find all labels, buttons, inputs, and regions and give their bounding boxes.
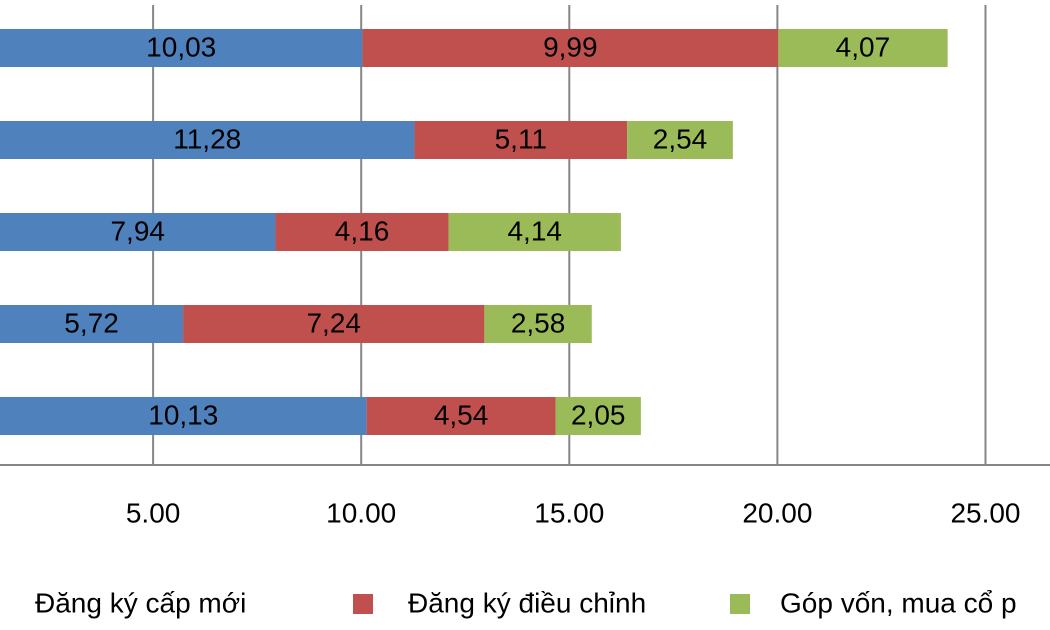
legend-marker bbox=[353, 594, 373, 614]
data-label: 2,58 bbox=[511, 307, 566, 338]
bar-segment bbox=[183, 305, 485, 343]
bar-segment bbox=[627, 121, 733, 159]
bar-segment bbox=[484, 305, 592, 343]
bar-segment bbox=[366, 397, 556, 435]
bar-segment bbox=[0, 121, 415, 159]
x-tick-label: 10.00 bbox=[326, 497, 396, 528]
bar-segment bbox=[0, 213, 276, 251]
legend-label: Đăng ký cấp mới bbox=[35, 587, 246, 618]
x-tick-label: 15.00 bbox=[534, 497, 604, 528]
data-label: 11,28 bbox=[173, 123, 241, 154]
data-label: 5,72 bbox=[64, 307, 119, 338]
data-label: 4,54 bbox=[434, 399, 489, 430]
data-label: 9,99 bbox=[543, 31, 598, 62]
data-label: 4,14 bbox=[507, 215, 562, 246]
legend-label: Đăng ký điều chỉnh bbox=[408, 587, 646, 618]
bar-segment bbox=[0, 29, 363, 67]
data-label: 2,54 bbox=[653, 123, 708, 154]
bar-segment bbox=[362, 29, 779, 67]
data-label: 2,05 bbox=[571, 399, 626, 430]
bar-segment bbox=[448, 213, 621, 251]
data-label: 10,03 bbox=[146, 31, 216, 62]
bar-segment bbox=[555, 397, 641, 435]
data-label: 10,13 bbox=[148, 399, 218, 430]
bar-segment bbox=[275, 213, 449, 251]
data-label: 4,07 bbox=[836, 31, 891, 62]
bar-segment bbox=[414, 121, 628, 159]
bar-segment bbox=[778, 29, 948, 67]
legend-marker bbox=[730, 594, 750, 614]
legend-label: Góp vốn, mua cổ p bbox=[780, 587, 1017, 618]
x-tick-label: 5.00 bbox=[126, 497, 181, 528]
data-label: 7,24 bbox=[306, 307, 361, 338]
data-label: 5,11 bbox=[495, 123, 547, 154]
bar-segment bbox=[0, 397, 367, 435]
x-tick-label: 25.00 bbox=[950, 497, 1020, 528]
data-label: 4,16 bbox=[335, 215, 390, 246]
x-tick-label: 20.00 bbox=[742, 497, 812, 528]
data-label: 7,94 bbox=[110, 215, 165, 246]
bar-segment bbox=[0, 305, 184, 343]
